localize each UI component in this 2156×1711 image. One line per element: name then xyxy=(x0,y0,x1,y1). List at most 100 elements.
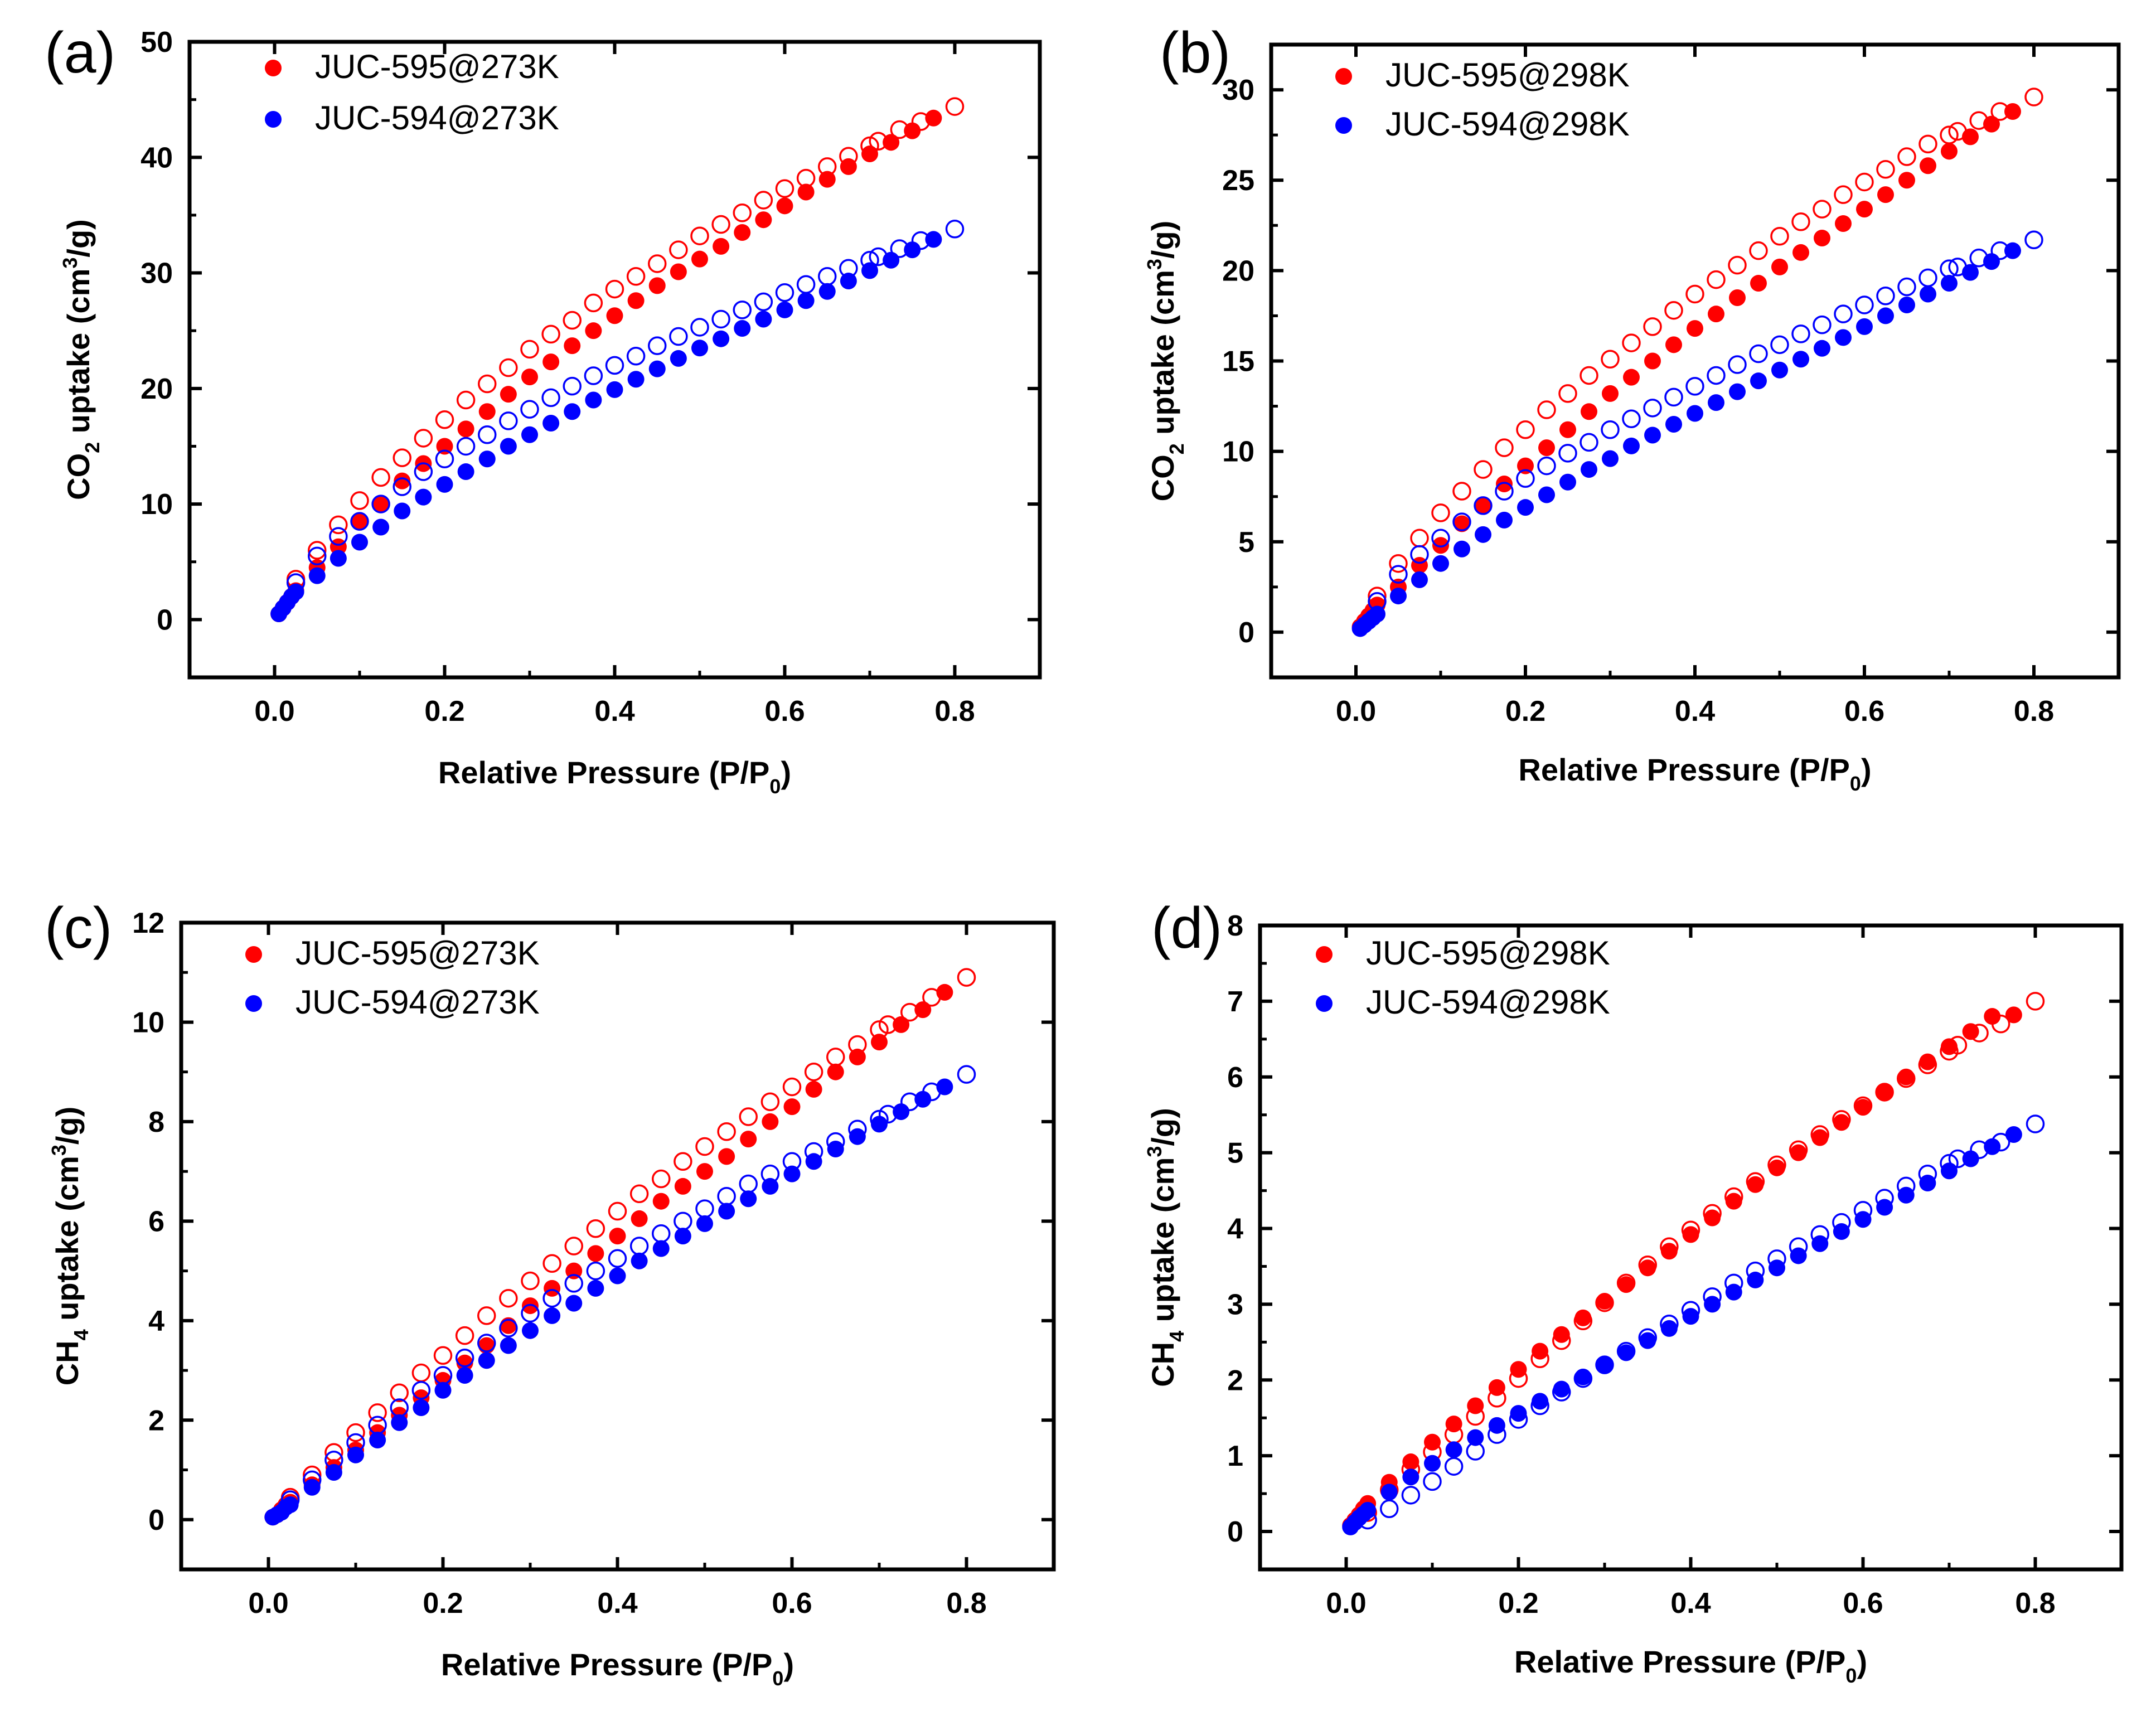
x-axis-title: Relative Pressure (P/P0) xyxy=(441,1647,794,1690)
data-point-open xyxy=(1638,1328,1657,1347)
data-point-open xyxy=(652,1169,671,1189)
x-tick-label: 0.8 xyxy=(2015,1587,2055,1620)
data-point-open xyxy=(1990,102,2009,121)
data-point-open xyxy=(1948,122,1967,141)
data-point-filled xyxy=(456,1367,473,1384)
legend: JUC-595@298K JUC-594@298K xyxy=(1335,56,1630,143)
x-tick-label: 0.2 xyxy=(423,1587,463,1620)
data-point-filled xyxy=(674,1228,691,1245)
data-point-open xyxy=(1770,335,1789,355)
data-point-filled xyxy=(740,1190,757,1208)
data-point-filled xyxy=(1402,1468,1419,1486)
data-point-filled xyxy=(1729,289,1746,306)
y-axis-title-end: /g) xyxy=(61,219,96,257)
series-3 xyxy=(1342,1126,2022,1535)
data-point-filled xyxy=(500,386,517,403)
data-point-open xyxy=(839,147,858,166)
data-point-open xyxy=(1875,1083,1894,1102)
data-point-open xyxy=(1767,1155,1786,1175)
data-point-filled xyxy=(797,292,815,309)
y-axis-title-sup: 3 xyxy=(59,258,81,269)
data-point-open xyxy=(455,1326,474,1345)
data-point-open xyxy=(2026,992,2045,1011)
data-point-filled xyxy=(1623,437,1640,454)
data-point-open xyxy=(1770,226,1789,246)
data-point-open xyxy=(393,448,411,467)
data-point-open xyxy=(1389,565,1408,584)
data-point-open xyxy=(608,1249,627,1268)
data-point-filled xyxy=(1941,275,1958,292)
data-point-filled xyxy=(522,1322,539,1339)
data-point-filled xyxy=(1559,473,1576,491)
data-point-open xyxy=(957,1065,976,1084)
data-point-open xyxy=(711,309,730,329)
data-point-filled xyxy=(1532,1393,1549,1410)
data-point-filled xyxy=(1467,1429,1484,1446)
series-2 xyxy=(1358,992,2045,1522)
data-point-filled xyxy=(755,311,772,328)
data-point-open xyxy=(368,1416,387,1434)
data-point-filled xyxy=(840,273,857,290)
data-point-open xyxy=(1530,1396,1549,1416)
panel-label: (d) xyxy=(1151,896,1222,961)
data-point-open xyxy=(1918,1164,1937,1184)
data-point-filled xyxy=(1835,215,1852,232)
data-point-open xyxy=(1601,420,1620,439)
series-2 xyxy=(1368,88,2043,605)
data-point-filled xyxy=(478,1352,495,1369)
data-point-filled xyxy=(565,1295,583,1312)
y-tick-label: 12 xyxy=(132,907,164,939)
data-point-filled xyxy=(1496,476,1513,493)
data-point-filled xyxy=(1424,1455,1441,1472)
data-point-open xyxy=(733,300,752,319)
y-tick-label: 6 xyxy=(148,1205,164,1238)
data-point-open xyxy=(690,318,709,337)
data-point-open xyxy=(1488,1425,1506,1444)
data-point-filled xyxy=(713,330,730,347)
data-point-open xyxy=(542,1254,561,1273)
data-point-open xyxy=(1685,377,1704,396)
data-point-open xyxy=(1516,469,1535,488)
data-point-filled xyxy=(372,518,390,536)
legend-marker xyxy=(245,995,262,1012)
x-axis-title: Relative Pressure (P/P0) xyxy=(1514,1644,1867,1687)
data-point-open xyxy=(754,292,773,312)
y-axis-title-sub: 2 xyxy=(1165,443,1188,454)
data-point-filled xyxy=(1725,1193,1742,1210)
data-point-open xyxy=(626,267,646,286)
data-point-filled xyxy=(696,1215,713,1232)
data-point-open xyxy=(1969,248,1988,268)
data-point-open xyxy=(1897,1069,1916,1088)
y-axis-title: CH4 uptake (cm3/g) xyxy=(1143,1108,1188,1387)
x-axis-title-end: ) xyxy=(1857,1644,1867,1679)
data-point-open xyxy=(1810,1125,1829,1144)
y-axis-title-pre: CH xyxy=(1145,1342,1180,1387)
data-point-open xyxy=(1601,350,1620,369)
data-point-filled xyxy=(893,1016,910,1033)
data-point-open xyxy=(1791,324,1810,343)
data-point-filled xyxy=(2005,1126,2022,1143)
data-point-open xyxy=(435,410,454,429)
x-axis-title-sub: 0 xyxy=(772,1667,783,1690)
data-point-open xyxy=(957,968,976,987)
data-point-filled xyxy=(1771,258,1788,275)
x-tick-label: 0.2 xyxy=(1498,1587,1538,1620)
data-point-filled xyxy=(1475,526,1491,543)
data-point-filled xyxy=(652,1240,670,1257)
series-4 xyxy=(1368,230,2043,611)
data-point-open xyxy=(1855,172,1874,192)
series-4 xyxy=(1358,1114,2045,1530)
data-point-filled xyxy=(1596,1292,1613,1310)
data-point-filled xyxy=(436,476,453,493)
data-point-filled xyxy=(652,1193,670,1210)
data-point-filled xyxy=(1553,1326,1570,1343)
series-4 xyxy=(286,220,965,592)
data-point-open xyxy=(455,1349,474,1368)
data-point-filled xyxy=(670,263,687,280)
data-point-open xyxy=(1573,1369,1593,1388)
data-point-filled xyxy=(1729,383,1746,400)
data-point-open xyxy=(870,1109,889,1129)
data-point-filled xyxy=(1750,275,1767,292)
data-point-filled xyxy=(696,1163,713,1180)
